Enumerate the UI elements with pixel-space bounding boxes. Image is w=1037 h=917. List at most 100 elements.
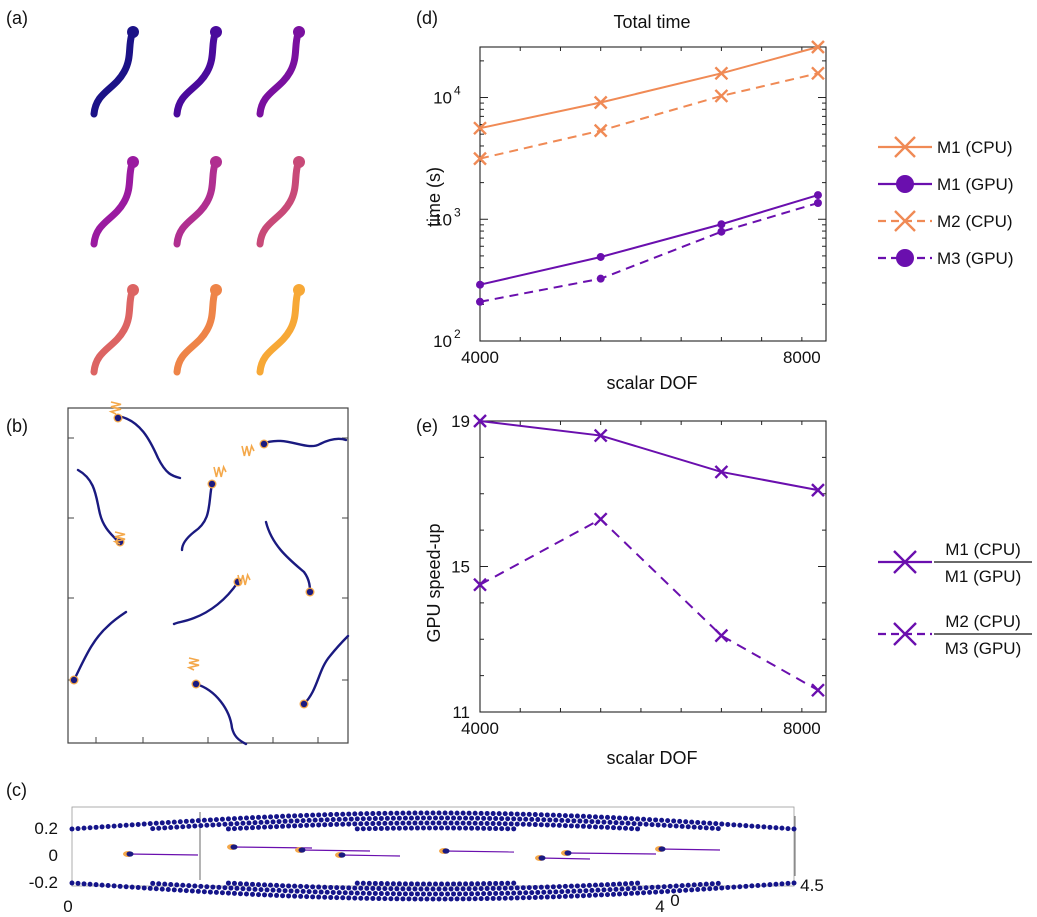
channel-swimmer-filament <box>443 850 515 853</box>
channel-dot <box>490 895 496 901</box>
y-tick-exponent: 2 <box>454 327 461 341</box>
channel-dot <box>538 884 544 890</box>
channel-dot <box>264 887 270 893</box>
panel-label-b: (b) <box>6 416 28 436</box>
channel-dot <box>394 896 400 902</box>
channel-dot <box>511 826 517 832</box>
channel-dot <box>487 891 493 897</box>
channel-dot <box>282 888 288 894</box>
channel-dot <box>707 886 713 892</box>
channel-dot <box>186 883 192 889</box>
tail-spring-coil <box>237 572 251 586</box>
channel-dot <box>571 818 577 824</box>
channel-dot <box>195 888 201 894</box>
channel-dot <box>619 820 625 826</box>
legend-marker <box>894 210 916 232</box>
channel-dot <box>568 813 574 819</box>
channel-dot <box>354 890 360 896</box>
channel-dot <box>433 881 438 887</box>
channel-dot <box>219 890 225 896</box>
channel-dot <box>384 825 390 831</box>
swimmer-box-panel <box>67 401 350 746</box>
channel-dot <box>352 821 358 827</box>
channel-dot <box>611 825 616 831</box>
channel-dot <box>426 891 432 897</box>
channel-swimmer-head <box>538 855 546 861</box>
channel-dot <box>87 825 93 831</box>
channel-dot <box>222 821 228 827</box>
channel-dot <box>595 819 601 825</box>
x-tick-label: 8000 <box>783 348 821 367</box>
tail-spring-coil <box>112 531 126 545</box>
channel-dot <box>340 821 346 827</box>
data-point-marker <box>476 280 484 289</box>
channel-dot <box>276 819 282 825</box>
channel-dot <box>617 891 623 897</box>
channel-dot <box>426 881 432 887</box>
channel-dot <box>526 821 532 827</box>
y-tick-label: 11 <box>452 703 470 722</box>
channel-dot <box>300 888 306 894</box>
channel-dot <box>445 881 451 887</box>
channel-dot <box>370 811 376 817</box>
channel-dot <box>282 818 288 824</box>
channel-dot <box>562 883 568 889</box>
data-point-marker <box>473 577 487 592</box>
channel-dot <box>439 825 445 831</box>
channel-dot <box>280 883 286 889</box>
channel-dot <box>505 880 511 886</box>
swimmer-snake <box>90 160 136 248</box>
channel-dot <box>87 881 93 887</box>
channel-dot <box>418 810 424 816</box>
channel-dot <box>228 885 234 891</box>
channel-dot <box>292 823 298 829</box>
channel-dot <box>75 826 81 832</box>
channel-dot <box>262 814 268 820</box>
channel-dot <box>150 880 156 886</box>
channel-dot <box>364 811 370 817</box>
channel-dot <box>342 816 348 822</box>
data-point-marker <box>596 274 605 283</box>
channel-dot <box>141 821 147 827</box>
channel-dot <box>280 893 286 899</box>
channel-dot <box>484 896 490 902</box>
channel-dot <box>490 821 496 827</box>
legend-label: M1 (GPU) <box>937 175 1014 194</box>
channel-dot <box>256 882 262 888</box>
channel-dot <box>165 819 171 825</box>
channel-dot <box>703 825 709 831</box>
channel-dot <box>695 887 701 893</box>
channel-dot <box>310 884 316 890</box>
channel-dot <box>213 817 219 823</box>
channel-dot <box>340 811 346 817</box>
channel-dot <box>535 889 541 895</box>
channel-dot <box>442 896 448 902</box>
swimmer-filament <box>76 468 122 546</box>
channel-dot <box>493 890 499 896</box>
channel-dot <box>352 811 358 817</box>
channel-dot <box>451 825 457 831</box>
channel-dot <box>243 881 249 887</box>
channel-dot <box>328 894 334 900</box>
channel-dot <box>252 820 258 826</box>
channel-dot <box>643 885 649 891</box>
channel-dot <box>219 816 225 822</box>
channel-dot <box>225 890 231 896</box>
channel-dot <box>595 887 601 893</box>
channel-dot <box>168 824 174 830</box>
channel-dot <box>159 820 165 826</box>
channel-dot <box>481 825 487 831</box>
data-point-marker <box>593 512 608 527</box>
channel-dot <box>370 821 376 827</box>
channel-dot <box>715 880 721 886</box>
channel-dot <box>225 826 231 832</box>
channel-dot <box>725 885 731 891</box>
swimmer-filament <box>302 634 350 706</box>
channel-dot <box>268 892 274 898</box>
channel-dot <box>460 810 466 816</box>
channel-dot <box>274 882 280 888</box>
channel-dot <box>322 894 328 900</box>
channel-dot <box>719 885 725 891</box>
y-tick-exponent: 4 <box>454 84 461 98</box>
channel-dot <box>292 893 298 899</box>
